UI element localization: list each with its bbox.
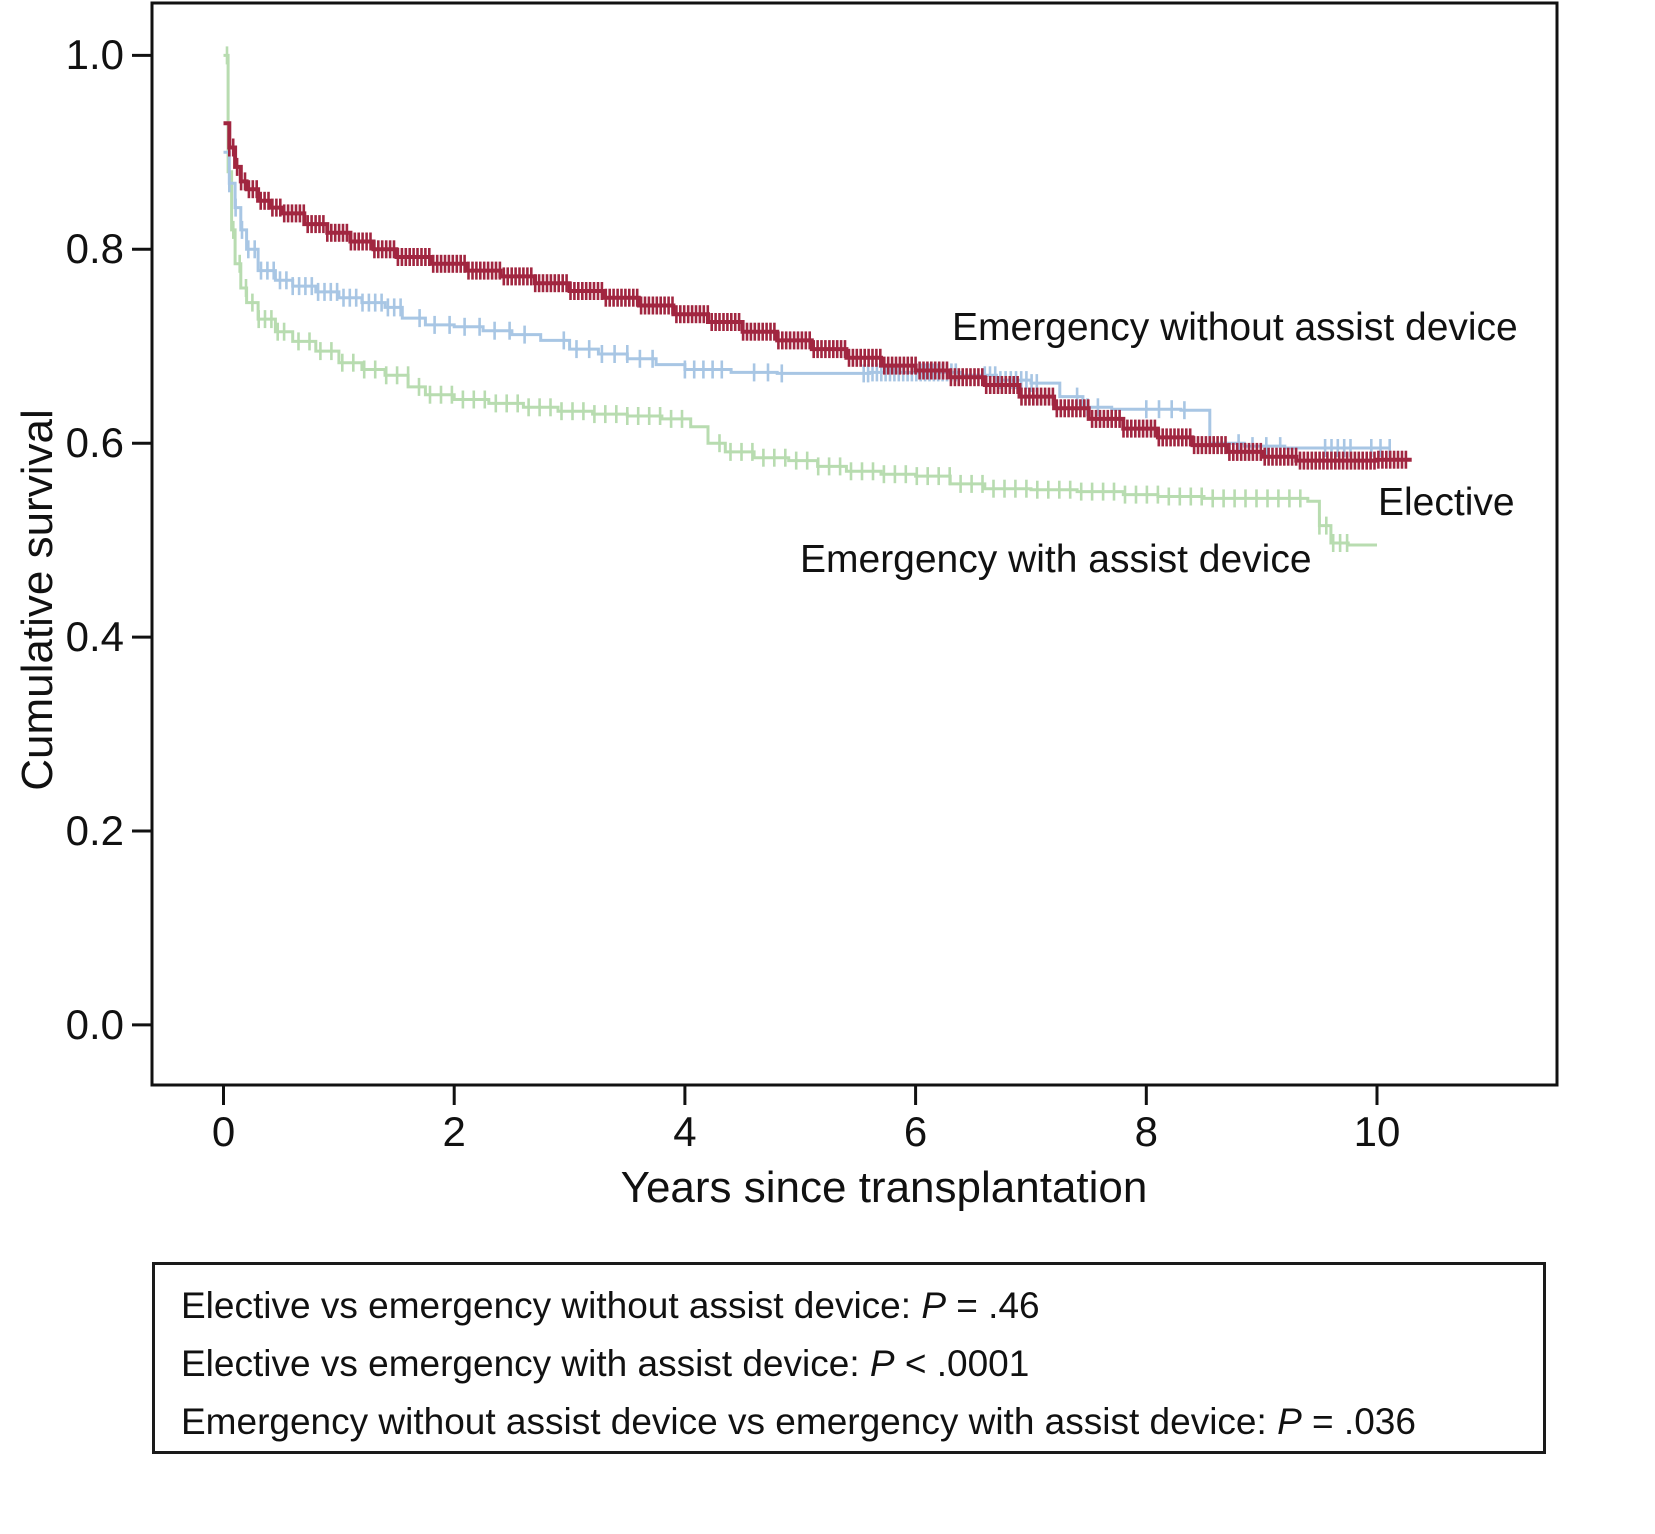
stats-text: Elective vs emergency with assist device… <box>181 1343 870 1384</box>
curve-label-emergency-without-assist: Emergency without assist device <box>952 306 1518 349</box>
x-tick-label: 0 <box>211 1108 236 1155</box>
y-tick-label: 0.8 <box>65 225 124 273</box>
x-tick-label: 2 <box>442 1108 466 1155</box>
survival-curve <box>223 121 1412 463</box>
stats-line: Elective vs emergency without assist dev… <box>181 1277 1517 1335</box>
stats-text: Emergency without assist device vs emerg… <box>181 1401 1278 1442</box>
p-value: < .0001 <box>894 1343 1030 1384</box>
p-value: = .46 <box>946 1285 1040 1326</box>
stats-line: Emergency without assist device vs emerg… <box>181 1393 1517 1451</box>
x-tick-label: 10 <box>1353 1108 1401 1155</box>
p-symbol: P <box>1277 1401 1302 1442</box>
y-tick-label: 0.2 <box>65 807 124 854</box>
survival-curve <box>223 150 1389 450</box>
stats-box: Elective vs emergency without assist dev… <box>152 1262 1546 1454</box>
y-tick-label: 0.0 <box>65 1000 124 1048</box>
stats-text: Elective vs emergency without assist dev… <box>181 1285 922 1326</box>
x-tick-label: 6 <box>903 1108 928 1155</box>
x-tick-label: 4 <box>673 1108 697 1155</box>
p-symbol: P <box>869 1343 895 1384</box>
x-axis-title: Years since transplantation <box>620 1163 1148 1212</box>
stats-line: Elective vs emergency with assist device… <box>181 1335 1517 1393</box>
y-tick-label: 1.0 <box>65 31 124 79</box>
p-value: = .036 <box>1301 1401 1416 1442</box>
p-symbol: P <box>921 1285 946 1326</box>
y-tick-label: 0.6 <box>65 419 124 467</box>
survival-curve <box>223 53 1377 547</box>
km-plot <box>132 1 1559 1105</box>
plot-frame <box>150 1 1559 1087</box>
curve-label-elective: Elective <box>1378 481 1515 524</box>
x-tick-label: 8 <box>1134 1108 1158 1155</box>
curve-label-emergency-with-assist: Emergency with assist device <box>800 538 1312 581</box>
y-tick-label: 0.4 <box>65 613 124 661</box>
